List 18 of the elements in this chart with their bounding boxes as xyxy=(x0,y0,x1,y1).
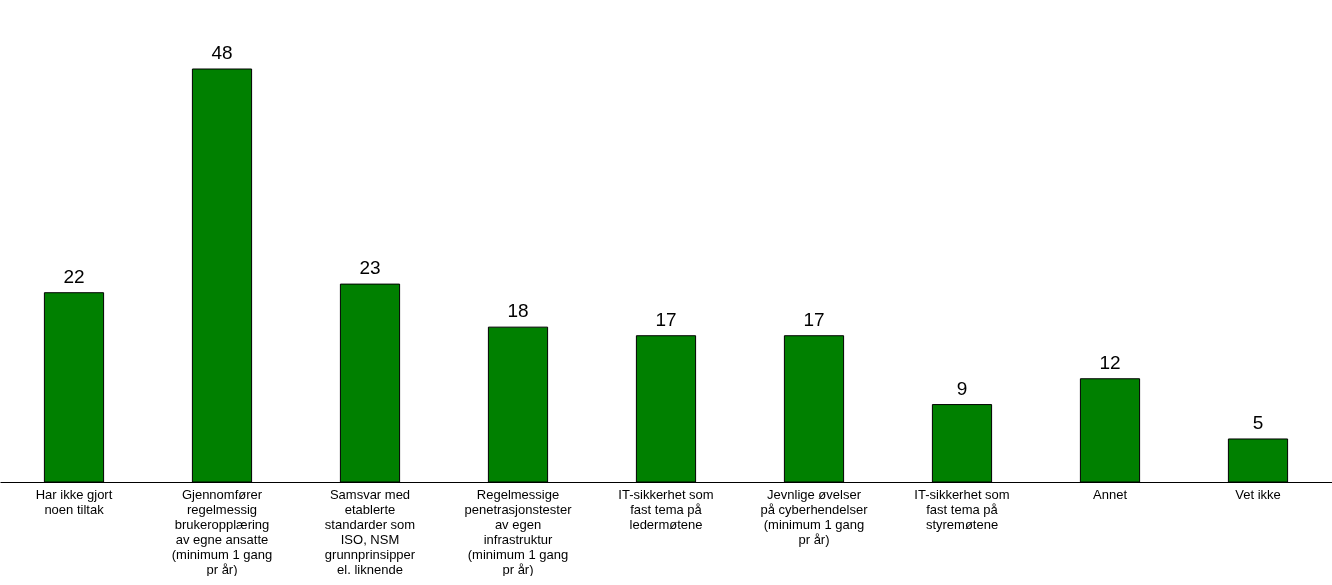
data-label: 22 xyxy=(63,265,85,287)
data-label: 9 xyxy=(956,377,968,399)
x-tick-label: Gjennomfører regelmessig brukeropplæring av egne ansatte (minimum 1 gang pr år) xyxy=(171,486,273,577)
data-label: 12 xyxy=(1099,351,1121,373)
data-label: 48 xyxy=(211,42,233,63)
data-label: 17 xyxy=(655,308,677,330)
x-tick-label: Annet xyxy=(1093,486,1128,502)
x-tick-label: IT-sikkerhet som fast tema på styremøtene xyxy=(914,486,1010,532)
x-tick-label: IT-sikkerhet som fast tema på ledermøtene xyxy=(618,486,714,532)
x-tick-label: Vet ikke xyxy=(1235,486,1281,502)
data-label: 17 xyxy=(803,308,825,330)
x-tick-label: Regelmessige penetrasjonstester av egen infrastruktur (minimum 1 gang pr år) xyxy=(464,486,573,577)
data-label: 18 xyxy=(507,300,529,322)
x-tick-label: Jevnlige øvelser på cyberhendelser (minimum 1 gang pr år) xyxy=(760,486,869,547)
data-label: 23 xyxy=(359,257,381,279)
x-tick-label: Har ikke gjort noen tiltak xyxy=(35,486,113,517)
x-tick-label: Samsvar med etablerte standarder som ISO, NSM grunnprinsipper el. liknende xyxy=(324,486,416,577)
data-label: 5 xyxy=(1252,411,1264,433)
